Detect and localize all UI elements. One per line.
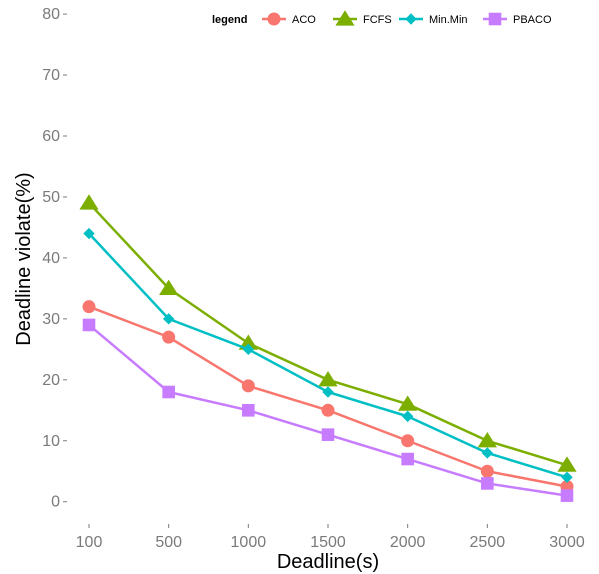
legend-label: FCFS	[363, 14, 392, 26]
y-tick-label: 20	[42, 372, 60, 389]
x-tick-label: 100	[76, 534, 103, 551]
data-point	[322, 386, 334, 398]
y-tick-label: 70	[42, 67, 60, 84]
data-point	[560, 489, 574, 502]
y-tick-label: 60	[42, 128, 60, 145]
data-point	[561, 471, 573, 484]
data-point	[238, 334, 258, 350]
y-tick-label: 40	[42, 250, 60, 267]
x-tick-label: 2000	[390, 534, 426, 551]
y-axis: 0 10 20 30 40 50 60 70 80	[42, 6, 67, 511]
data-point	[481, 447, 494, 459]
legend-swatch-marker	[488, 12, 502, 26]
data-point	[162, 385, 175, 399]
y-tick-label: 80	[42, 6, 60, 23]
data-point	[557, 456, 577, 472]
data-point	[401, 434, 415, 448]
y-tick-label: 50	[42, 189, 60, 206]
data-point	[401, 452, 414, 466]
data-point	[79, 194, 99, 210]
series-fcfs	[79, 194, 577, 472]
legend-swatch-marker	[267, 12, 281, 26]
x-tick-label: 500	[155, 534, 182, 551]
data-point	[480, 464, 494, 478]
data-point	[82, 300, 96, 314]
x-axis: 100 500 1000 1500 2000 2500 3000	[76, 524, 585, 551]
legend-item: FCFS	[333, 10, 392, 26]
x-axis-title: Deadline(s)	[277, 551, 379, 573]
legend-item: ACO	[262, 12, 316, 26]
legend-swatch-marker	[405, 13, 417, 25]
legend-title: legend	[212, 14, 247, 26]
legend-item: Min.Min	[399, 13, 468, 26]
data-point	[162, 313, 175, 325]
legend-label: ACO	[292, 14, 316, 26]
legend: legend ACO FCFS Min.Min PBACO	[212, 10, 552, 26]
series-pbaco	[82, 318, 574, 502]
data-point	[477, 432, 497, 448]
legend-swatch-marker	[335, 10, 355, 26]
y-axis-title: Deadline violate(%)	[13, 172, 35, 345]
y-tick-label: 0	[51, 494, 60, 511]
data-point	[321, 403, 335, 417]
x-tick-label: 1000	[231, 534, 267, 551]
legend-label: PBACO	[513, 14, 552, 26]
x-tick-label: 2500	[470, 534, 506, 551]
data-point	[159, 279, 179, 295]
data-point	[242, 403, 255, 417]
data-point	[401, 410, 414, 423]
data-point	[318, 371, 338, 387]
data-point	[242, 343, 255, 356]
series-layer	[79, 194, 577, 502]
data-point	[398, 395, 418, 411]
x-tick-label: 1500	[310, 534, 346, 551]
data-point	[241, 379, 255, 393]
legend-label: Min.Min	[429, 14, 468, 26]
data-point	[83, 227, 95, 240]
data-point	[162, 330, 176, 344]
data-point	[321, 428, 335, 441]
data-point	[82, 318, 96, 332]
legend-item: PBACO	[483, 12, 552, 26]
y-tick-label: 10	[42, 433, 60, 450]
series-min-min	[83, 227, 573, 484]
data-point	[481, 477, 494, 490]
series-aco	[82, 300, 574, 493]
x-tick-label: 3000	[549, 534, 585, 551]
y-tick-label: 30	[42, 311, 60, 328]
